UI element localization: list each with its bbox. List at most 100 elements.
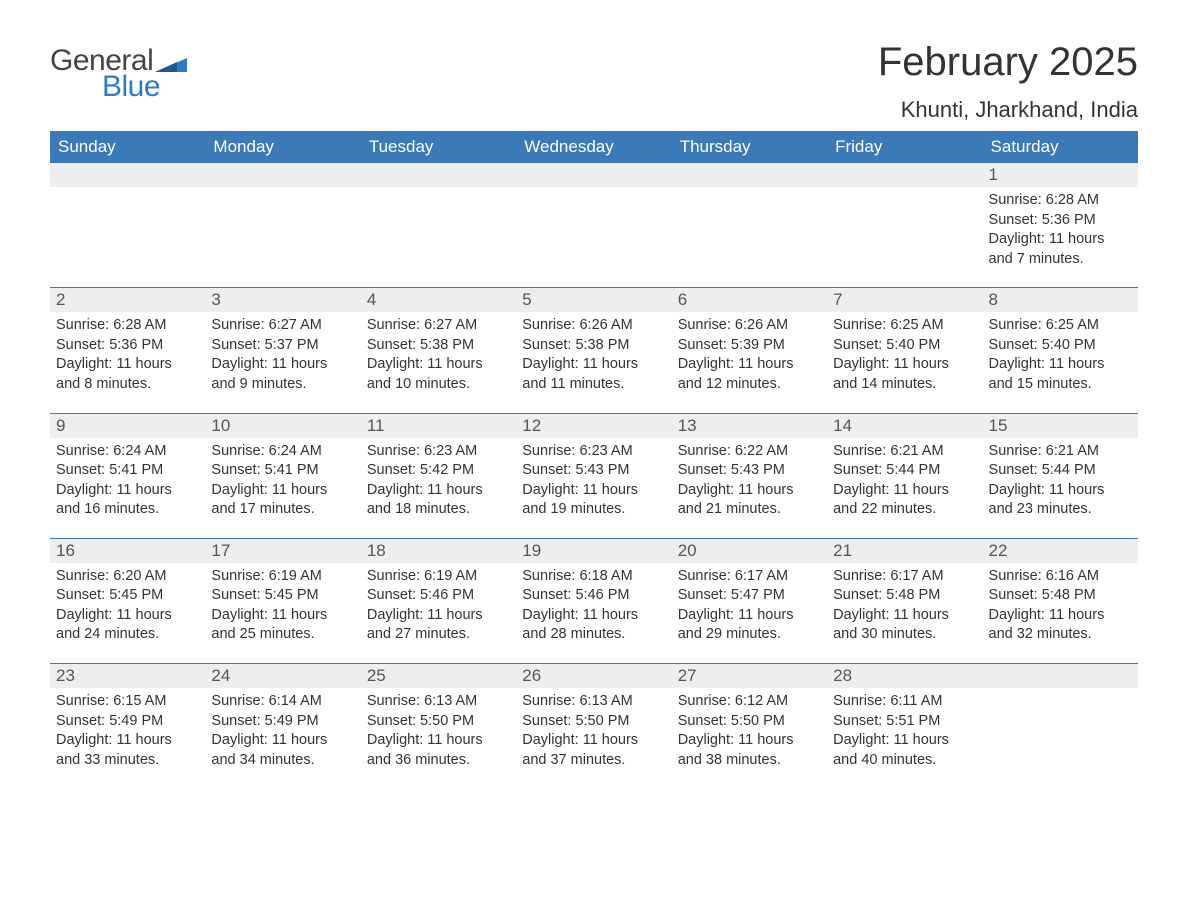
month-title: February 2025	[878, 40, 1138, 85]
day-number: 22	[983, 539, 1138, 563]
sunset: Sunset: 5:47 PM	[678, 586, 821, 606]
day-number: 25	[361, 664, 516, 688]
daylight: Daylight: 11 hours and 19 minutes.	[522, 481, 665, 520]
weekday-cell: Sunday	[50, 131, 205, 163]
daynum-row: 1	[50, 163, 1138, 187]
day-data: Sunrise: 6:22 AMSunset: 5:43 PMDaylight:…	[672, 438, 827, 520]
day-number: 13	[672, 414, 827, 438]
day-number: 8	[983, 288, 1138, 312]
sunrise: Sunrise: 6:18 AM	[522, 567, 665, 587]
daynum-row: 2345678	[50, 288, 1138, 312]
daylight: Daylight: 11 hours and 28 minutes.	[522, 606, 665, 645]
sunrise: Sunrise: 6:19 AM	[211, 567, 354, 587]
daylight: Daylight: 11 hours and 7 minutes.	[989, 230, 1132, 269]
sunrise: Sunrise: 6:16 AM	[989, 567, 1132, 587]
sunrise: Sunrise: 6:14 AM	[211, 692, 354, 712]
weekday-cell: Saturday	[983, 131, 1138, 163]
weekday-cell: Monday	[205, 131, 360, 163]
sunrise: Sunrise: 6:17 AM	[833, 567, 976, 587]
daylight: Daylight: 11 hours and 24 minutes.	[56, 606, 199, 645]
sunrise: Sunrise: 6:28 AM	[56, 316, 199, 336]
day-number: 5	[516, 288, 671, 312]
calendar: SundayMondayTuesdayWednesdayThursdayFrid…	[50, 131, 1138, 788]
day-data: Sunrise: 6:24 AMSunset: 5:41 PMDaylight:…	[50, 438, 205, 520]
day-data: Sunrise: 6:21 AMSunset: 5:44 PMDaylight:…	[827, 438, 982, 520]
day-data	[827, 187, 982, 269]
day-data: Sunrise: 6:25 AMSunset: 5:40 PMDaylight:…	[983, 312, 1138, 394]
day-number: 1	[983, 163, 1138, 187]
day-data: Sunrise: 6:12 AMSunset: 5:50 PMDaylight:…	[672, 688, 827, 770]
day-data: Sunrise: 6:26 AMSunset: 5:38 PMDaylight:…	[516, 312, 671, 394]
sunrise: Sunrise: 6:11 AM	[833, 692, 976, 712]
daylight: Daylight: 11 hours and 38 minutes.	[678, 731, 821, 770]
title-block: February 2025 Khunti, Jharkhand, India	[878, 40, 1138, 123]
sunset: Sunset: 5:49 PM	[56, 712, 199, 732]
day-number: 21	[827, 539, 982, 563]
day-data: Sunrise: 6:19 AMSunset: 5:46 PMDaylight:…	[361, 563, 516, 645]
daylight: Daylight: 11 hours and 32 minutes.	[989, 606, 1132, 645]
sunset: Sunset: 5:44 PM	[833, 461, 976, 481]
daylight: Daylight: 11 hours and 10 minutes.	[367, 355, 510, 394]
daylight: Daylight: 11 hours and 29 minutes.	[678, 606, 821, 645]
day-data: Sunrise: 6:28 AMSunset: 5:36 PMDaylight:…	[983, 187, 1138, 269]
day-data	[361, 187, 516, 269]
day-number	[827, 163, 982, 187]
daydata-row: Sunrise: 6:24 AMSunset: 5:41 PMDaylight:…	[50, 438, 1138, 538]
sunrise: Sunrise: 6:26 AM	[522, 316, 665, 336]
day-number: 28	[827, 664, 982, 688]
sunset: Sunset: 5:46 PM	[522, 586, 665, 606]
daylight: Daylight: 11 hours and 21 minutes.	[678, 481, 821, 520]
daylight: Daylight: 11 hours and 18 minutes.	[367, 481, 510, 520]
day-data: Sunrise: 6:24 AMSunset: 5:41 PMDaylight:…	[205, 438, 360, 520]
day-number: 9	[50, 414, 205, 438]
day-data: Sunrise: 6:13 AMSunset: 5:50 PMDaylight:…	[361, 688, 516, 770]
day-number	[516, 163, 671, 187]
day-number: 14	[827, 414, 982, 438]
daynum-row: 232425262728	[50, 664, 1138, 688]
day-number	[983, 664, 1138, 688]
day-data: Sunrise: 6:21 AMSunset: 5:44 PMDaylight:…	[983, 438, 1138, 520]
sunrise: Sunrise: 6:19 AM	[367, 567, 510, 587]
sunrise: Sunrise: 6:20 AM	[56, 567, 199, 587]
daylight: Daylight: 11 hours and 8 minutes.	[56, 355, 199, 394]
sunrise: Sunrise: 6:23 AM	[367, 442, 510, 462]
day-data	[205, 187, 360, 269]
week-row: 16171819202122 Sunrise: 6:20 AM Sunset: 5:…	[50, 538, 1138, 663]
sunrise: Sunrise: 6:21 AM	[833, 442, 976, 462]
sunset: Sunset: 5:39 PM	[678, 336, 821, 356]
day-data: Sunrise: 6:25 AMSunset: 5:40 PMDaylight:…	[827, 312, 982, 394]
day-number	[361, 163, 516, 187]
day-data	[672, 187, 827, 269]
day-number: 2	[50, 288, 205, 312]
sunset: Sunset: 5:49 PM	[211, 712, 354, 732]
daylight: Daylight: 11 hours and 36 minutes.	[367, 731, 510, 770]
sunrise: Sunrise: 6:27 AM	[211, 316, 354, 336]
daynum-row: 16171819202122	[50, 539, 1138, 563]
sunrise: Sunrise: 6:25 AM	[989, 316, 1132, 336]
sunrise: Sunrise: 6:27 AM	[367, 316, 510, 336]
day-data: Sunrise: 6:27 AMSunset: 5:38 PMDaylight:…	[361, 312, 516, 394]
day-data: Sunrise: 6:26 AMSunset: 5:39 PMDaylight:…	[672, 312, 827, 394]
weekday-cell: Friday	[827, 131, 982, 163]
daylight: Daylight: 11 hours and 16 minutes.	[56, 481, 199, 520]
day-data: Sunrise: 6:11 AMSunset: 5:51 PMDaylight:…	[827, 688, 982, 770]
sunrise: Sunrise: 6:26 AM	[678, 316, 821, 336]
day-number: 15	[983, 414, 1138, 438]
sunset: Sunset: 5:40 PM	[833, 336, 976, 356]
weekday-header-row: SundayMondayTuesdayWednesdayThursdayFrid…	[50, 131, 1138, 163]
header: General Blue February 2025 Khunti, Jhark…	[50, 40, 1138, 123]
day-data: Sunrise: 6:23 AMSunset: 5:43 PMDaylight:…	[516, 438, 671, 520]
weekday-cell: Wednesday	[516, 131, 671, 163]
sunrise: Sunrise: 6:12 AM	[678, 692, 821, 712]
day-data: Sunrise: 6:17 AMSunset: 5:48 PMDaylight:…	[827, 563, 982, 645]
sunrise: Sunrise: 6:24 AM	[56, 442, 199, 462]
daylight: Daylight: 11 hours and 9 minutes.	[211, 355, 354, 394]
day-number: 20	[672, 539, 827, 563]
day-number: 7	[827, 288, 982, 312]
day-number: 11	[361, 414, 516, 438]
day-number	[205, 163, 360, 187]
brand-blue: Blue	[102, 70, 160, 104]
daynum-row: 9101112131415	[50, 414, 1138, 438]
sunset: Sunset: 5:48 PM	[833, 586, 976, 606]
week-row: 1Sunrise: 6:28 AMSunset: 5:36 PMDaylight…	[50, 163, 1138, 287]
